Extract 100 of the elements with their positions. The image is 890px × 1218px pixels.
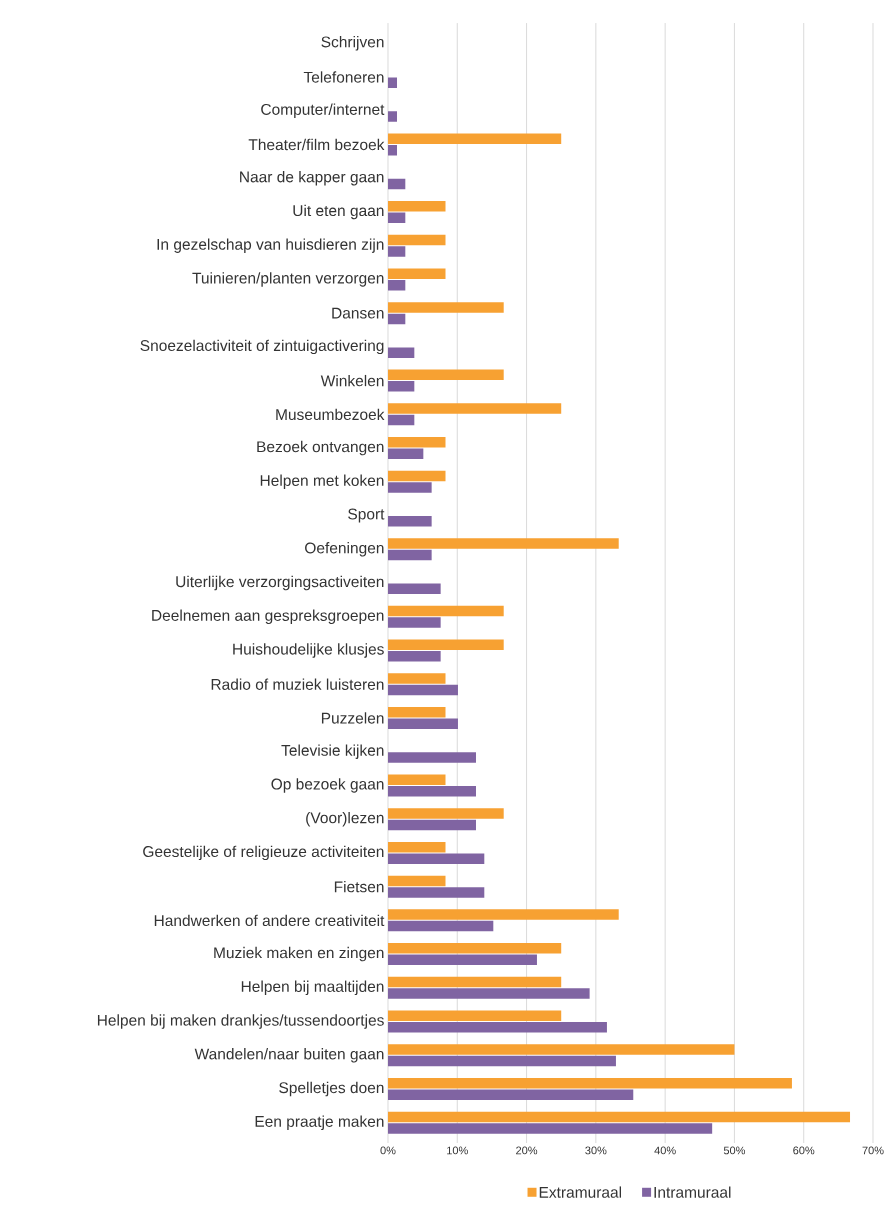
bar [388, 673, 446, 684]
y-tick-label: Televisie kijken [281, 744, 384, 759]
y-tick-label: Handwerken of andere creativiteit [154, 914, 385, 927]
bar [388, 77, 398, 89]
bar [388, 234, 446, 246]
x-tick-label: 30% [585, 1146, 607, 1155]
x-tick-label: 70% [862, 1146, 884, 1155]
bar [388, 549, 432, 561]
bar [388, 875, 446, 887]
bar [388, 684, 458, 696]
y-tick-label: Telefoneren [303, 71, 384, 83]
bar [388, 516, 432, 527]
bar [388, 774, 446, 785]
y-tick-label: Schrijven [321, 36, 384, 51]
legend-label: Extramuraal [539, 1186, 622, 1198]
y-tick-label: Oefeningen [305, 542, 384, 557]
bar [388, 808, 504, 819]
bar [388, 111, 398, 122]
x-tick-label: 10% [447, 1146, 468, 1155]
bar [388, 976, 562, 988]
bar [388, 414, 415, 426]
x-tick-label: 60% [793, 1146, 815, 1155]
bar [388, 706, 446, 718]
bar [388, 144, 398, 156]
x-tick-label: 50% [723, 1146, 746, 1155]
bar [388, 1089, 634, 1101]
y-tick-label: Naar de kapper gaan [240, 170, 384, 186]
y-tick-label: Geestelijke of religieuze activiteiten [143, 845, 384, 861]
bar [388, 246, 406, 257]
bar [388, 437, 446, 448]
y-tick-label: Een praatje maken [255, 1115, 384, 1130]
bar [388, 819, 476, 831]
bar [388, 954, 537, 966]
y-tick-label: Puzzelen [321, 712, 384, 724]
y-tick-label: Muziek maken en zingen [214, 946, 384, 962]
bar [388, 268, 446, 279]
x-tick-label: 40% [654, 1146, 676, 1155]
y-tick-label: Radio of muziek luisteren [211, 678, 384, 690]
y-tick-label: Uiterlijke verzorgingsactiveiten [176, 575, 384, 591]
x-tick-label: 0% [380, 1146, 396, 1155]
bar [388, 538, 619, 549]
bar [388, 1055, 616, 1067]
y-tick-label: Op bezoek gaan [271, 778, 384, 793]
bar [388, 718, 458, 729]
bar [388, 617, 441, 628]
y-tick-label: In gezelschap van huisdieren zijn [157, 238, 384, 253]
bar [388, 347, 415, 358]
bar [388, 1111, 851, 1123]
bar [388, 853, 485, 864]
y-tick-label: Wandelen/naar buiten gaan [194, 1048, 384, 1063]
y-tick-label: Helpen met koken [260, 474, 384, 490]
y-tick-label: Sport [348, 508, 385, 523]
bar [388, 403, 562, 414]
bar [388, 133, 562, 144]
y-tick-label: Winkelen [320, 374, 384, 387]
bar [388, 841, 446, 853]
y-tick-label: Tuinieren/planten verzorgen [192, 272, 384, 287]
y-tick-label: Dansen [332, 307, 384, 319]
y-tick-label: Theater/film bezoek [248, 138, 385, 151]
bar [388, 313, 406, 325]
bar [388, 178, 406, 190]
y-tick-label: Helpen bij maaltijden [241, 980, 384, 996]
bar [388, 1078, 792, 1089]
bar [388, 470, 446, 482]
x-tick-label: 20% [516, 1146, 538, 1155]
bar [388, 1010, 562, 1022]
bar [388, 583, 441, 595]
bar [388, 381, 415, 392]
bar [388, 920, 494, 932]
y-tick-label: Spelletjes doen [279, 1081, 384, 1097]
y-tick-label: Helpen bij maken drankjes/tussendoortjes [97, 1014, 384, 1029]
bar [388, 943, 562, 954]
y-tick-label: Deelnemen aan gespreksgroepen [152, 609, 384, 624]
y-tick-label: Snoezelactiviteit of zintuigactivering [140, 339, 384, 355]
bar [388, 887, 485, 898]
bar [388, 785, 476, 797]
bar [388, 279, 406, 291]
legend-label: Intramuraal [654, 1186, 731, 1198]
bar [388, 988, 590, 999]
y-tick-label: Museumbezoek [276, 408, 385, 421]
bar [388, 1044, 735, 1055]
bar [388, 1123, 713, 1134]
bar [388, 212, 406, 223]
y-tick-label: Huishoudelijke klusjes [233, 643, 384, 658]
y-tick-label: Uit eten gaan [293, 204, 384, 220]
bar [388, 482, 432, 493]
bar [388, 752, 476, 763]
bar [388, 650, 441, 662]
y-tick-label: Fietsen [334, 880, 384, 893]
y-tick-label: Computer/internet [261, 103, 385, 118]
bar [388, 200, 446, 212]
bar [388, 909, 619, 920]
bar [388, 369, 504, 381]
bar [388, 302, 504, 313]
bar [388, 605, 504, 617]
bar [388, 1022, 607, 1033]
bar [388, 448, 424, 460]
y-tick-label: (Voor)lezen [306, 811, 384, 827]
y-tick-label: Bezoek ontvangen [257, 440, 384, 456]
bar [388, 639, 504, 650]
